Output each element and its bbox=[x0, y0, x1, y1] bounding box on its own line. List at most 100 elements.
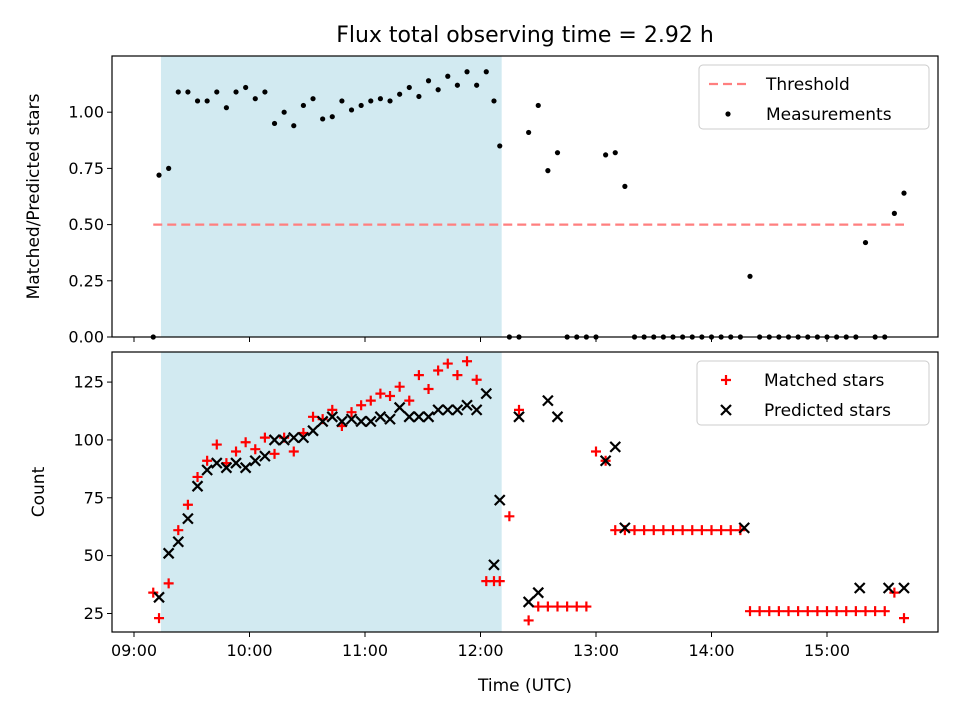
data-point bbox=[542, 394, 554, 407]
data-point bbox=[397, 91, 403, 97]
data-point bbox=[793, 606, 804, 617]
data-point bbox=[385, 390, 396, 401]
data-point bbox=[532, 586, 545, 599]
data-point bbox=[545, 168, 551, 174]
data-point bbox=[250, 444, 261, 455]
series-group bbox=[150, 69, 907, 340]
data-point bbox=[425, 78, 432, 84]
data-point bbox=[764, 606, 775, 617]
data-point bbox=[497, 143, 503, 149]
data-point bbox=[423, 384, 434, 395]
data-point bbox=[514, 404, 524, 415]
data-point bbox=[374, 411, 387, 423]
data-point bbox=[716, 525, 727, 536]
data-point bbox=[860, 606, 871, 617]
data-point bbox=[639, 525, 650, 536]
data-point bbox=[609, 441, 622, 453]
x-tick-label: 14:00 bbox=[688, 641, 734, 660]
data-point bbox=[483, 69, 489, 75]
legend-swatch bbox=[725, 111, 731, 117]
data-point bbox=[648, 525, 659, 536]
data-point bbox=[488, 559, 500, 571]
data-point bbox=[192, 471, 203, 482]
data-point bbox=[523, 615, 534, 626]
data-point bbox=[776, 334, 782, 340]
data-point bbox=[506, 334, 512, 340]
legend-box bbox=[696, 360, 930, 426]
legend-box bbox=[698, 64, 930, 130]
data-point bbox=[210, 457, 223, 469]
data-point bbox=[231, 446, 242, 457]
data-point bbox=[812, 606, 823, 617]
data-point bbox=[336, 415, 348, 428]
data-point bbox=[240, 437, 251, 448]
data-point bbox=[882, 582, 895, 594]
data-point bbox=[805, 334, 811, 340]
data-point bbox=[831, 606, 842, 617]
shaded-interval bbox=[160, 56, 502, 337]
legend-label: Threshold bbox=[765, 75, 850, 95]
data-point bbox=[562, 601, 573, 612]
panel-ratio: 0.00 0.25 0.50 0.75 1.00 Matched/Predicted st… bbox=[24, 55, 939, 347]
data-point bbox=[339, 98, 345, 104]
legend: Matched stars Predicted stars bbox=[696, 360, 930, 426]
data-point bbox=[728, 334, 734, 340]
data-point bbox=[403, 411, 416, 423]
data-point bbox=[230, 457, 242, 469]
data-point bbox=[329, 114, 335, 120]
data-point bbox=[660, 334, 666, 340]
x-tick-label: 09:00 bbox=[111, 641, 157, 660]
data-point bbox=[850, 606, 861, 617]
data-point bbox=[554, 150, 561, 156]
data-point bbox=[259, 450, 271, 462]
data-point bbox=[754, 606, 765, 617]
data-point bbox=[785, 334, 792, 340]
legend-label: Matched stars bbox=[764, 371, 884, 391]
data-point bbox=[591, 446, 601, 457]
x-tick-label: 12:00 bbox=[457, 641, 503, 660]
data-point bbox=[175, 89, 181, 95]
data-point bbox=[879, 606, 890, 617]
series-group bbox=[148, 356, 910, 626]
data-point bbox=[474, 82, 480, 88]
data-point bbox=[522, 596, 535, 608]
y-tick-label: 125 bbox=[73, 373, 104, 392]
data-point bbox=[612, 150, 618, 156]
legend-label: Predicted stars bbox=[764, 401, 891, 421]
data-point bbox=[441, 404, 454, 416]
data-point bbox=[583, 334, 589, 340]
data-point bbox=[901, 190, 907, 196]
data-point bbox=[766, 334, 772, 340]
data-point bbox=[622, 183, 628, 189]
data-point bbox=[281, 109, 287, 115]
data-point bbox=[471, 374, 482, 385]
data-point bbox=[384, 413, 396, 425]
data-point bbox=[470, 404, 483, 416]
data-point bbox=[153, 591, 165, 604]
x-tick-label: 10:00 bbox=[226, 641, 272, 660]
data-point bbox=[571, 601, 582, 612]
data-point bbox=[249, 454, 262, 467]
data-point bbox=[677, 525, 688, 536]
data-point bbox=[696, 525, 707, 536]
y-tick-label: 25 bbox=[84, 604, 104, 623]
data-point bbox=[442, 358, 453, 369]
x-tick-label: 11:00 bbox=[342, 641, 388, 660]
data-point bbox=[535, 102, 541, 109]
data-point bbox=[533, 601, 544, 612]
data-point bbox=[551, 411, 564, 423]
data-point bbox=[201, 464, 213, 476]
shaded-interval bbox=[160, 352, 502, 632]
data-point bbox=[631, 334, 638, 340]
legend-label: Measurements bbox=[766, 105, 892, 125]
data-point bbox=[377, 96, 383, 102]
data-point bbox=[239, 461, 252, 474]
data-point bbox=[413, 411, 425, 423]
data-point bbox=[862, 239, 869, 246]
data-point bbox=[526, 129, 532, 136]
data-point bbox=[194, 98, 201, 104]
data-point bbox=[233, 89, 239, 95]
data-point bbox=[355, 415, 367, 428]
data-point bbox=[699, 334, 705, 340]
